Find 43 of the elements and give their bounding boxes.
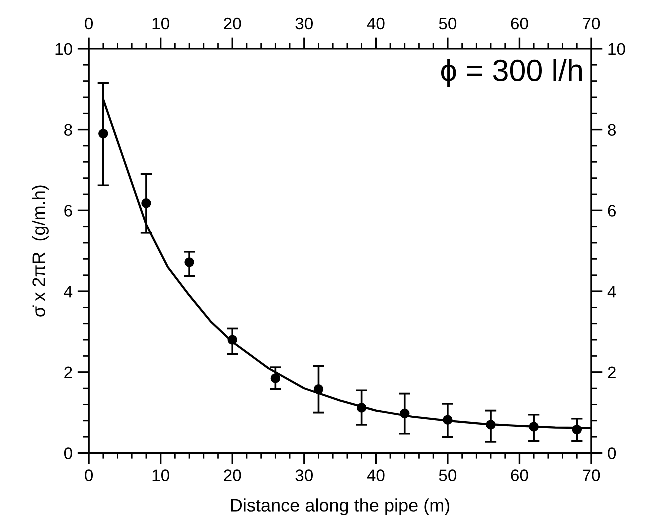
point bbox=[572, 424, 582, 435]
x2-tick-label: 70 bbox=[583, 18, 600, 30]
y-tick-label: 2 bbox=[64, 366, 72, 378]
point bbox=[443, 415, 453, 425]
point bbox=[98, 128, 108, 139]
x-tick-label: 30 bbox=[296, 470, 314, 482]
x-tick-label: 40 bbox=[367, 470, 385, 482]
x2-tick-label: 10 bbox=[152, 18, 170, 30]
x-axis-title: Distance along the pipe (m) bbox=[231, 498, 450, 516]
x2-tick-label: 0 bbox=[85, 18, 94, 30]
x-tick-label: 0 bbox=[85, 470, 94, 482]
x-tick-label: 20 bbox=[224, 470, 242, 482]
point bbox=[486, 420, 496, 430]
x-tick-label: 50 bbox=[439, 470, 457, 482]
x-tick-label: 70 bbox=[583, 470, 600, 482]
point bbox=[142, 198, 152, 208]
y-tick-label: 0 bbox=[64, 448, 72, 460]
point bbox=[184, 258, 194, 268]
x2-tick-label: 30 bbox=[296, 18, 314, 30]
y-tick-label: 4 bbox=[64, 286, 73, 298]
y-tick-label: 10 bbox=[56, 43, 72, 56]
x2-tick-label: 60 bbox=[511, 18, 528, 30]
point bbox=[356, 403, 367, 413]
y2-tick-label: 0 bbox=[608, 448, 616, 460]
point bbox=[314, 384, 324, 394]
y2-tick-label: 2 bbox=[608, 366, 616, 378]
y2-tick-label: 8 bbox=[608, 124, 616, 136]
y2-tick-label: 4 bbox=[608, 286, 616, 298]
x2-tick-label: 40 bbox=[367, 18, 385, 30]
x2-tick-label: 50 bbox=[439, 18, 457, 30]
y-tick-label: 6 bbox=[64, 205, 72, 217]
y-axis-title: σ̇ x 2πR (g/m.h) bbox=[32, 186, 49, 317]
x2-tick-label: 20 bbox=[224, 18, 242, 30]
annotation: ϕ = 300 l/h bbox=[441, 59, 582, 88]
point bbox=[400, 408, 410, 418]
x-tick-label: 10 bbox=[152, 470, 170, 482]
y2-tick-label: 10 bbox=[608, 43, 626, 56]
y-tick-label: 8 bbox=[64, 124, 72, 136]
point bbox=[270, 374, 281, 384]
x-tick-label: 60 bbox=[511, 470, 528, 482]
point bbox=[228, 335, 238, 345]
y2-tick-label: 6 bbox=[608, 205, 616, 217]
point bbox=[529, 422, 539, 432]
